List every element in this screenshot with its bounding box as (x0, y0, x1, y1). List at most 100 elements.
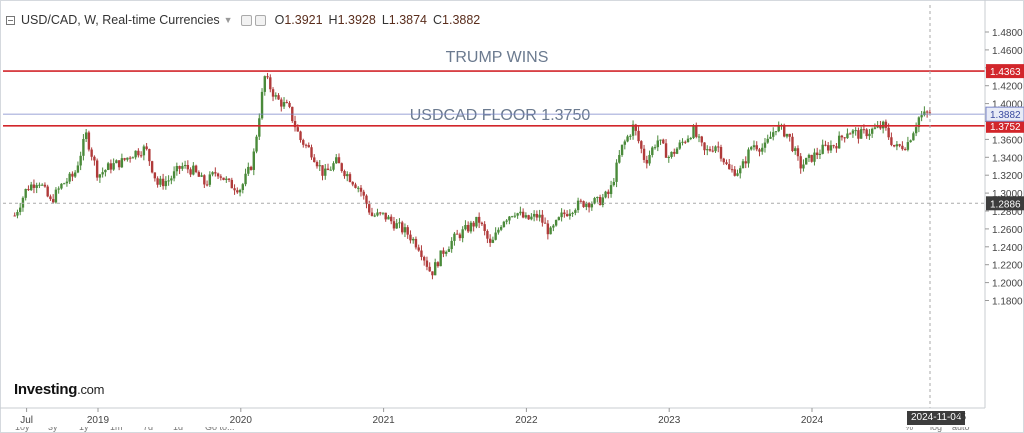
candle-body (24, 188, 27, 198)
x-tick-label: 2019 (87, 415, 110, 426)
current-price-label: 1.3882 (990, 110, 1021, 121)
candle-body (106, 163, 110, 170)
candle-body (604, 191, 607, 198)
candle-body (717, 146, 720, 148)
candle-body (505, 220, 508, 222)
range-button-2[interactable]: 1y (79, 427, 89, 432)
candle-body (711, 150, 714, 152)
candle-body (917, 117, 921, 128)
close-value: C1.3882 (433, 13, 481, 27)
candle-body (368, 204, 371, 213)
candle-body (596, 196, 599, 199)
candle-body (821, 144, 824, 154)
candle-body (403, 227, 407, 233)
y-tick-label: 1.4800 (992, 28, 1023, 39)
range-button-3[interactable]: 1m (110, 427, 123, 432)
candle-body (563, 212, 566, 215)
candle-body (346, 174, 349, 177)
candle-body (675, 148, 679, 154)
candle-body (241, 184, 245, 191)
candle-body (409, 234, 412, 241)
candle-body (725, 162, 728, 165)
candle-body (332, 163, 335, 170)
candle-body (848, 133, 852, 135)
y-tick-label: 1.3200 (992, 171, 1023, 182)
candle-body (29, 184, 33, 191)
chart-header: USD/CAD, W, Real-time Currencies ▼ O1.39… (6, 10, 480, 30)
candle-body (326, 168, 330, 171)
candle-body (519, 211, 522, 214)
candle-body (436, 262, 440, 267)
candle-body (406, 227, 409, 235)
candle-body (510, 216, 514, 218)
candle-body (354, 184, 357, 188)
candle-body (159, 178, 162, 185)
eye-icon[interactable] (240, 14, 252, 26)
scale-button-0[interactable]: % (905, 427, 914, 432)
candle-body (16, 212, 19, 216)
candle-body (214, 172, 217, 174)
candle-body (854, 130, 857, 132)
candle-body (859, 129, 863, 139)
candle-body (420, 250, 423, 257)
candle-body (662, 139, 665, 144)
candle-body (832, 145, 835, 147)
candle-body (60, 183, 63, 189)
candle-body (826, 145, 830, 151)
range-button-4[interactable]: 7d (143, 427, 154, 432)
x-tick-label: 2020 (230, 415, 253, 426)
scale-button-2[interactable]: auto (952, 427, 970, 432)
candle-body (637, 130, 640, 142)
candle-body (348, 174, 352, 182)
candle-body (752, 145, 756, 148)
scale-button-1[interactable]: log (930, 427, 943, 432)
candle-body (447, 249, 451, 252)
candle-body (211, 172, 214, 175)
candle-body (340, 163, 343, 171)
range-button-5[interactable]: 1d (173, 427, 184, 432)
candle-body (870, 128, 874, 134)
candle-body (846, 133, 849, 139)
candle-body (912, 133, 915, 141)
crosshair-date-suffix: 25 (955, 412, 967, 423)
candle-body (398, 222, 401, 224)
dropdown-arrow-icon[interactable]: ▼ (223, 15, 233, 25)
candle-body (266, 76, 269, 78)
candle-body (384, 212, 387, 220)
candle-body (387, 216, 390, 220)
candle-body (824, 144, 827, 146)
candle-body (142, 146, 146, 156)
candle-body (766, 138, 769, 143)
candle-body (401, 222, 404, 233)
candle-body (280, 99, 283, 107)
candle-body (175, 166, 179, 172)
candle-body (579, 200, 583, 202)
range-button-0[interactable]: 10y (15, 427, 30, 432)
candle-body (258, 118, 261, 137)
candle-body (623, 141, 627, 145)
collapse-icon[interactable] (6, 15, 15, 25)
candle-body (315, 162, 319, 167)
candle-body (450, 240, 453, 250)
candle-body (703, 142, 706, 151)
candle-body (873, 127, 877, 129)
current-price-tag (985, 106, 1024, 122)
candle-body (884, 121, 888, 128)
candle-body (302, 140, 305, 145)
range-button-1[interactable]: 3y (48, 427, 58, 432)
candle-body (565, 214, 569, 217)
candle-body (304, 144, 308, 146)
candle-body (65, 181, 69, 184)
candle-body (546, 223, 550, 235)
candle-body (744, 161, 747, 164)
candle-body (585, 203, 588, 207)
candle-body (898, 144, 901, 146)
candle-body (497, 229, 500, 233)
settings-icon[interactable] (254, 14, 266, 26)
y-tick-label: 1.2400 (992, 243, 1023, 254)
candle-body (466, 224, 470, 232)
range-button-6[interactable]: Go to... (205, 427, 235, 432)
candle-body (439, 250, 442, 267)
candle-body (640, 141, 643, 149)
